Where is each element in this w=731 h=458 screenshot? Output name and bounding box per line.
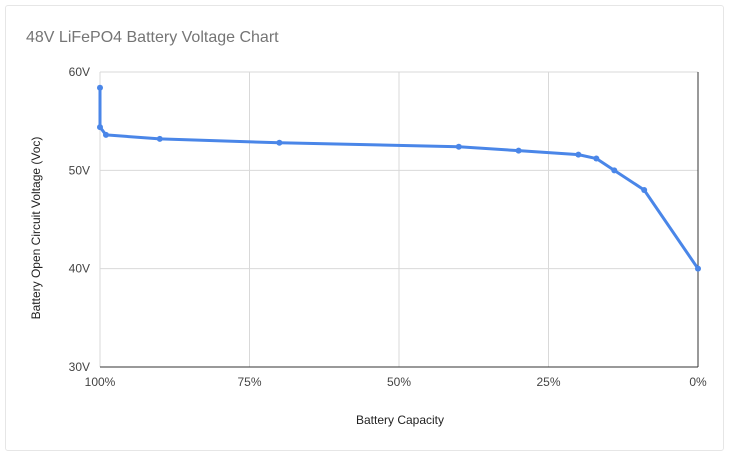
x-tick-label: 100% <box>85 375 116 389</box>
chart-title: 48V LiFePO4 Battery Voltage Chart <box>26 29 279 46</box>
x-tick-label: 50% <box>387 375 411 389</box>
data-point <box>641 187 648 193</box>
data-point <box>156 135 163 142</box>
data-point <box>276 139 283 146</box>
data-point <box>102 131 109 138</box>
data-point <box>611 167 618 174</box>
y-tick-label: 50V <box>69 163 90 177</box>
data-point <box>97 124 103 131</box>
x-tick-label: 25% <box>536 375 560 389</box>
x-tick-label: 0% <box>689 375 707 389</box>
x-tick-label: 75% <box>237 375 261 389</box>
y-tick-label: 40V <box>69 262 90 276</box>
series <box>97 84 701 272</box>
chart-card <box>5 5 724 451</box>
data-point <box>455 143 462 150</box>
data-point <box>515 147 522 154</box>
y-tick-label: 60V <box>69 65 90 79</box>
data-point <box>575 151 582 158</box>
data-point <box>695 265 701 272</box>
data-point <box>593 155 600 162</box>
y-axis-title: Battery Open Circuit Voltage (Voc) <box>29 137 43 320</box>
y-tick-label: 30V <box>69 360 90 374</box>
x-axis-title: Battery Capacity <box>356 413 444 427</box>
grid <box>100 71 698 367</box>
data-point <box>97 84 103 91</box>
